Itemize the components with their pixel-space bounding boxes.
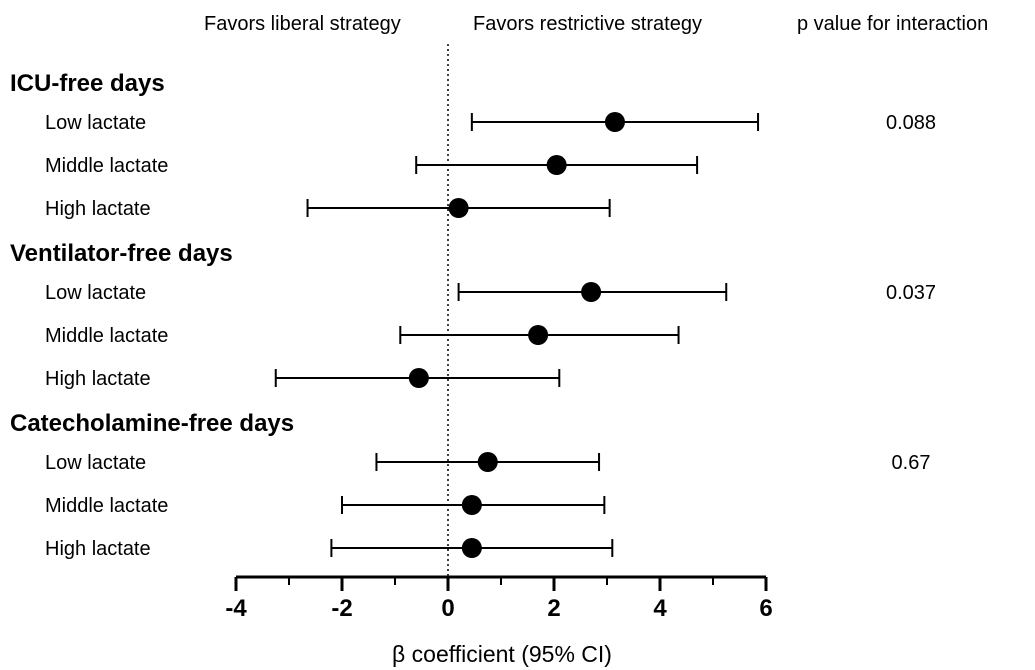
- group-title: ICU-free days: [10, 70, 165, 97]
- point-estimate: [461, 538, 482, 558]
- row-label: High lactate: [45, 198, 151, 220]
- point-estimate: [546, 155, 567, 175]
- row-label: Low lactate: [45, 282, 146, 304]
- point-estimate: [448, 198, 469, 218]
- x-tick-label: 4: [653, 595, 667, 622]
- x-tick-label: -2: [331, 595, 352, 622]
- row-label: Low lactate: [45, 452, 146, 474]
- row-label: Middle lactate: [45, 325, 168, 347]
- group-title: Catecholamine-free days: [10, 410, 294, 437]
- header-favors-restrictive: Favors restrictive strategy: [473, 13, 702, 35]
- x-tick-label: 2: [547, 595, 560, 622]
- row-label: High lactate: [45, 538, 151, 560]
- point-estimate: [408, 368, 429, 388]
- p-value: 0.67: [892, 452, 931, 474]
- row-label: Middle lactate: [45, 495, 168, 517]
- point-estimate: [528, 325, 549, 345]
- group-title: Ventilator-free days: [10, 240, 233, 267]
- point-estimate: [604, 112, 625, 132]
- row-label: High lactate: [45, 368, 151, 390]
- x-tick-label: -4: [225, 595, 247, 622]
- header-p-value: p value for interaction: [797, 13, 988, 35]
- p-value: 0.037: [886, 282, 936, 304]
- p-value: 0.088: [886, 112, 936, 134]
- header-favors-liberal: Favors liberal strategy: [204, 13, 401, 35]
- x-axis-label: β coefficient (95% CI): [392, 641, 612, 667]
- x-tick-label: 0: [441, 595, 454, 622]
- chart-marks: ICU-free days Low lactate 0.088 Middle lact…: [10, 44, 936, 622]
- point-estimate: [581, 282, 602, 302]
- x-tick-label: 6: [759, 595, 772, 622]
- row-label: Low lactate: [45, 112, 146, 134]
- row-label: Middle lactate: [45, 155, 168, 177]
- point-estimate: [461, 495, 482, 515]
- point-estimate: [477, 452, 498, 472]
